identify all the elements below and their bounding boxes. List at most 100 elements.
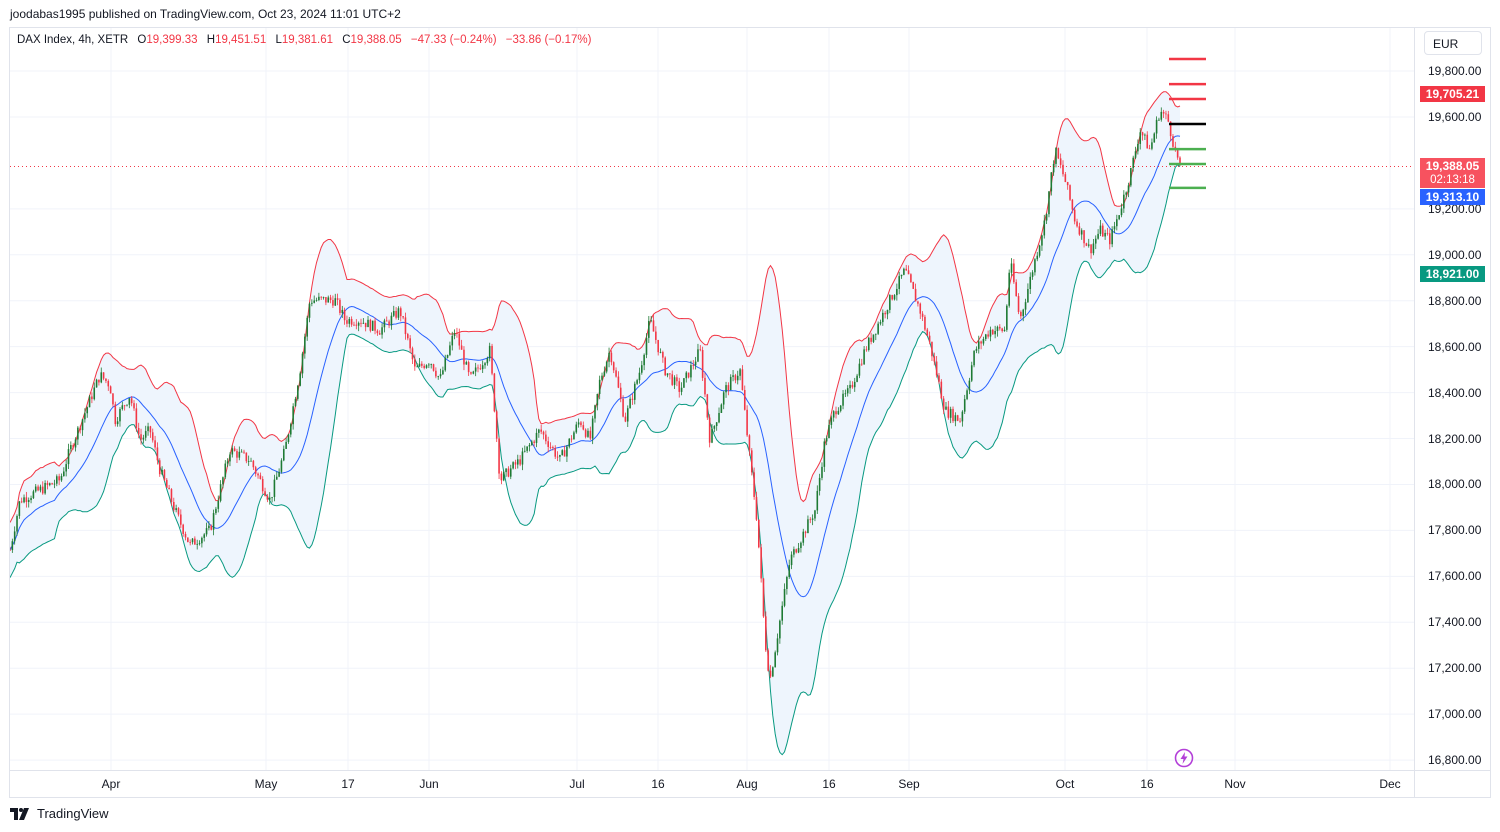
candle-body [631, 398, 634, 400]
candle-body [339, 299, 341, 313]
candle-body [685, 372, 688, 379]
time-tick: 17 [341, 777, 355, 791]
candle [577, 418, 580, 428]
candle [107, 379, 110, 391]
candle-body [605, 361, 608, 372]
candle-body [231, 448, 234, 455]
candle [435, 367, 437, 379]
candle [407, 332, 409, 341]
candle-body [116, 421, 119, 425]
candle-body [481, 365, 484, 370]
candle [601, 372, 603, 382]
candle-body [414, 359, 416, 367]
candle [809, 517, 812, 524]
symbol-name[interactable]: DAX Index, 4h, XETR [17, 34, 129, 46]
candle-body [439, 374, 442, 377]
candle-body [1104, 232, 1106, 237]
candle-body [1146, 134, 1149, 149]
candle-body [1080, 230, 1083, 235]
candle-body [655, 331, 657, 340]
candle [1076, 218, 1078, 228]
candle [268, 492, 271, 505]
candle [1024, 298, 1027, 316]
candle [109, 385, 112, 394]
time-tick: Aug [736, 777, 758, 791]
candle-body [949, 408, 952, 418]
candle-body [659, 352, 662, 353]
candle [259, 472, 262, 480]
candle [374, 317, 376, 335]
candle [208, 521, 210, 531]
candle [404, 312, 407, 340]
candle-body [563, 450, 566, 457]
candle-body [48, 483, 51, 486]
candle-body [130, 398, 133, 404]
candle-body [1111, 229, 1113, 245]
candle [140, 428, 142, 445]
candle [126, 404, 128, 407]
candle-body [266, 495, 269, 500]
candle [561, 449, 564, 456]
candle-body [514, 462, 517, 465]
candle-body [470, 372, 472, 374]
candle [535, 428, 538, 448]
candle-body [860, 363, 863, 365]
candle [1155, 116, 1158, 139]
candle-body [196, 543, 198, 545]
candle-body [1090, 244, 1092, 254]
candle [58, 473, 60, 486]
candle [194, 536, 196, 545]
candle [250, 457, 252, 462]
candle-body [980, 341, 982, 344]
candle-body [287, 434, 290, 442]
horizontal-levels[interactable] [1169, 57, 1206, 190]
lightning-icon[interactable] [1174, 748, 1194, 768]
candle-body [898, 276, 900, 289]
time-tick: Jul [569, 777, 585, 791]
price-tick: 18,200.00 [1428, 431, 1482, 446]
candle-body [683, 378, 685, 388]
candle-body [135, 408, 138, 429]
candle-body [800, 542, 802, 549]
candle [231, 445, 234, 458]
candle [481, 360, 484, 373]
candle-body [390, 315, 393, 326]
candle-body [467, 362, 470, 373]
tradingview-logo[interactable]: TradingView [10, 806, 109, 821]
candle-body [18, 501, 21, 516]
candle-body [409, 338, 411, 349]
candle-body [194, 538, 196, 545]
low-key: L [275, 34, 282, 46]
candle-body [463, 349, 465, 365]
candle [1022, 308, 1025, 322]
candle [86, 406, 89, 418]
candle-body [402, 316, 404, 318]
candle [1029, 272, 1032, 294]
candle [371, 320, 374, 331]
candle-body [1010, 263, 1013, 273]
candle-body [968, 380, 971, 391]
candle [947, 400, 950, 420]
candle-body [133, 403, 135, 409]
band-fill [10, 91, 1180, 755]
candle [891, 294, 893, 301]
candle-body [98, 379, 100, 383]
candle [81, 418, 84, 436]
candle-body [105, 378, 107, 382]
candle-body [641, 365, 643, 373]
candle [486, 356, 489, 366]
candle-body [313, 300, 315, 303]
currency-button[interactable]: EUR [1424, 31, 1482, 55]
candle-body [1139, 132, 1142, 144]
candle-body [84, 413, 86, 420]
candle [528, 442, 531, 452]
candle [907, 265, 910, 275]
candle-body [428, 364, 430, 366]
candle-body [1085, 243, 1088, 246]
candle-body [1003, 329, 1006, 332]
bollinger-bands [9, 91, 1181, 756]
candle-body [577, 422, 580, 425]
candle [1050, 172, 1053, 196]
candle [1071, 198, 1074, 214]
